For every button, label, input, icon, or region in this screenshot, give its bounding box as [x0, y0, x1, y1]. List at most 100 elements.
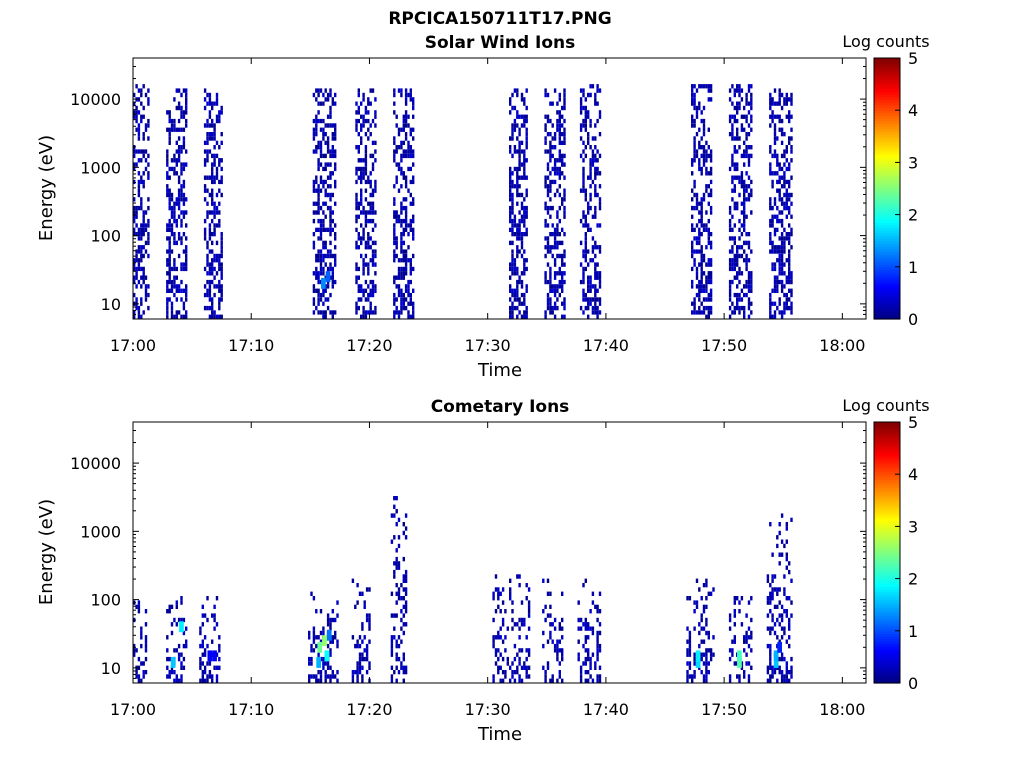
heatmap-cell — [693, 179, 696, 185]
heatmap-cell — [745, 262, 748, 267]
heatmap-cell — [360, 175, 363, 180]
colorbar-segment — [874, 128, 900, 132]
heatmap-cell — [700, 218, 703, 224]
heatmap-cell — [705, 210, 708, 215]
heatmap-cell — [783, 240, 786, 246]
heatmap-cell — [731, 214, 734, 219]
heatmap-cell — [707, 292, 710, 298]
heatmap-cell — [584, 223, 587, 228]
heatmap-cell — [203, 232, 207, 237]
heatmap-cell — [374, 179, 377, 185]
heatmap-cell — [175, 648, 178, 653]
heatmap-cell — [492, 678, 495, 683]
heatmap-cell — [780, 674, 784, 679]
heatmap-cell — [733, 118, 736, 124]
heatmap-cell — [577, 626, 580, 631]
heatmap-cell — [783, 630, 786, 636]
heatmap-cell — [733, 600, 736, 605]
heatmap-cell — [168, 132, 171, 137]
heatmap-cell — [362, 288, 365, 293]
heatmap-cell — [173, 201, 176, 206]
colorbar-segment — [874, 295, 900, 299]
heatmap-cell — [315, 210, 318, 215]
panel-solar-wind: Solar Wind Ions 17:00 17:10 17:20 17:30 17:4… — [36, 32, 930, 381]
heatmap-cell — [185, 118, 188, 124]
heatmap-cell — [771, 118, 774, 124]
heatmap-cell — [558, 279, 561, 285]
heatmap-cell — [776, 227, 779, 232]
heatmap-cell — [783, 227, 786, 232]
heatmap-cell — [215, 284, 219, 289]
heatmap-cell — [579, 153, 583, 159]
heatmap-cell — [322, 223, 325, 228]
heatmap-cell — [549, 271, 552, 276]
heatmap-cell — [712, 587, 715, 592]
heatmap-cell — [698, 84, 701, 89]
heatmap-cell — [556, 288, 559, 293]
heatmap-cell — [170, 166, 174, 172]
heatmap-cell — [783, 591, 786, 596]
heatmap-cell — [329, 253, 332, 259]
heatmap-cell — [705, 678, 708, 683]
heatmap-cell — [551, 101, 554, 106]
heatmap-cell — [402, 574, 405, 579]
heatmap-cell — [180, 600, 183, 605]
heatmap-cell — [702, 626, 706, 631]
heatmap-cell — [695, 88, 699, 93]
heatmap-cell — [357, 245, 360, 250]
heatmap-cell — [180, 596, 183, 601]
heatmap-cell — [513, 88, 517, 93]
heatmap-cell — [558, 271, 561, 276]
colorbar-segment — [874, 258, 900, 263]
heatmap-cell — [312, 596, 316, 601]
heatmap-cell — [525, 210, 528, 215]
heatmap-cell — [582, 175, 585, 180]
heatmap-cell — [769, 583, 772, 588]
y-tick-label: 10 — [101, 659, 121, 678]
heatmap-cell — [317, 140, 320, 145]
heatmap-cell — [733, 114, 736, 119]
heatmap-cell — [185, 236, 188, 241]
heatmap-cell — [731, 652, 734, 657]
heatmap-cell — [206, 136, 209, 141]
heatmap-cell — [776, 162, 779, 167]
heatmap-cell — [213, 613, 216, 618]
heatmap-cell — [168, 271, 171, 276]
heatmap-cell — [218, 258, 221, 263]
heatmap-cell — [168, 175, 171, 180]
heatmap-cell — [362, 232, 365, 237]
heatmap-cell — [397, 543, 401, 549]
heatmap-cell — [175, 149, 178, 154]
heatmap-cell — [402, 218, 405, 224]
heatmap-cell — [402, 149, 405, 154]
heatmap-cell — [523, 149, 526, 154]
heatmap-cell — [776, 635, 779, 640]
heatmap-cell — [750, 127, 753, 132]
heatmap-cell — [371, 140, 375, 145]
heatmap-cell — [594, 192, 597, 198]
heatmap-cell — [211, 162, 214, 167]
heatmap-cell — [790, 136, 793, 141]
colorbar-segment — [874, 68, 900, 72]
colorbar-segment — [874, 97, 900, 101]
heatmap-cell — [319, 297, 323, 302]
heatmap-cell — [393, 227, 396, 232]
heatmap-cell — [584, 661, 587, 666]
heatmap-cell — [707, 227, 710, 232]
heatmap-cell — [740, 253, 744, 259]
heatmap-cell — [354, 643, 357, 649]
heatmap-cell — [400, 596, 403, 601]
heatmap-cell — [702, 310, 706, 315]
heatmap-cell — [577, 600, 580, 605]
heatmap-cell — [513, 166, 517, 172]
heatmap-cell — [357, 92, 360, 98]
heatmap-cell — [587, 305, 590, 311]
heatmap-cell — [140, 301, 143, 306]
heatmap-cell — [206, 214, 209, 219]
heatmap-cell — [511, 123, 514, 128]
heatmap-cell — [549, 305, 552, 311]
heatmap-cell — [374, 123, 377, 128]
heatmap-cell — [220, 232, 223, 237]
heatmap-cell — [166, 284, 169, 289]
